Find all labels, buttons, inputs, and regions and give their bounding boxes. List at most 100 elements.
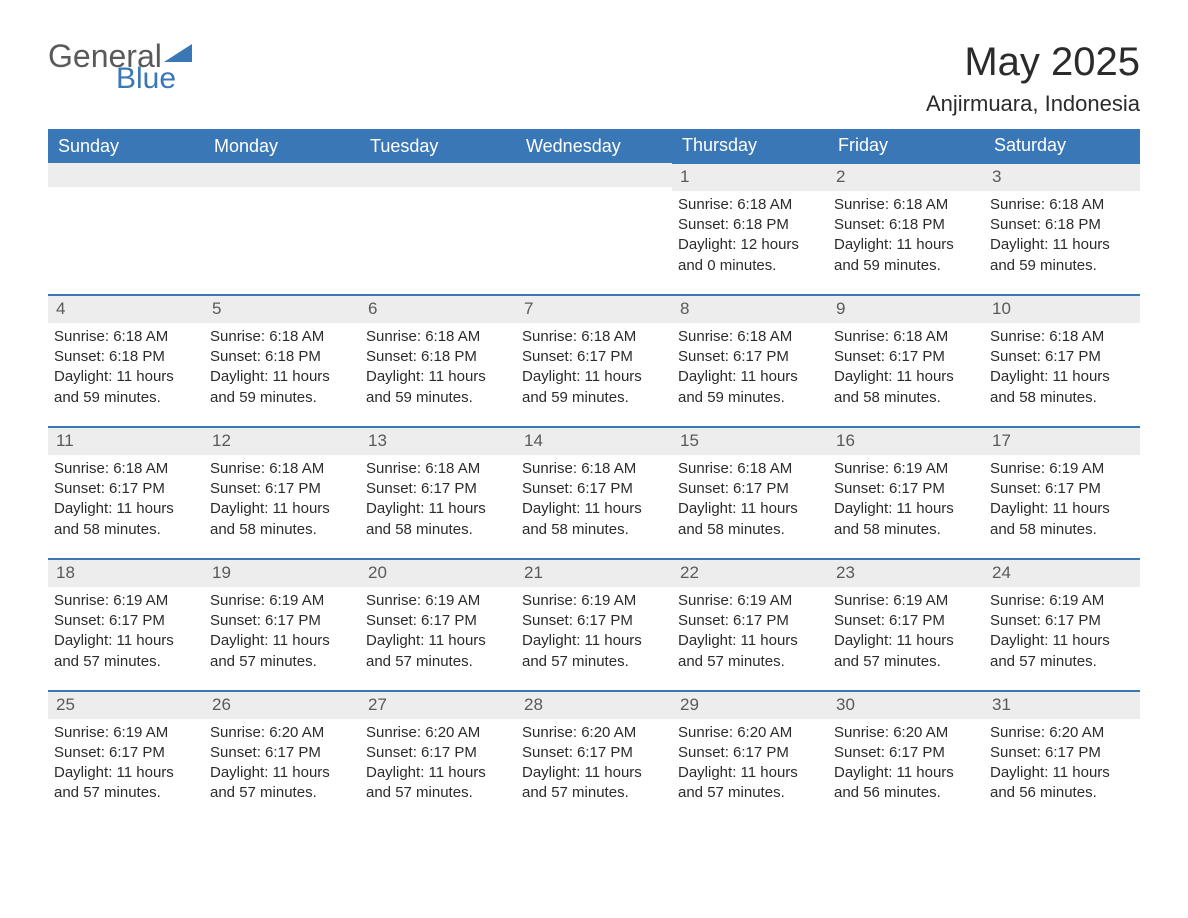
sunset-label: Sunset: <box>834 348 889 365</box>
daylight-label: Daylight: <box>54 500 117 517</box>
sunrise-line: Sunrise: 6:18 AM <box>366 459 510 479</box>
day-content: Sunrise: 6:18 AMSunset: 6:17 PMDaylight:… <box>672 455 828 558</box>
calendar-cell: 15Sunrise: 6:18 AMSunset: 6:17 PMDayligh… <box>672 427 828 559</box>
day-content: Sunrise: 6:18 AMSunset: 6:17 PMDaylight:… <box>360 455 516 558</box>
daylight-label: Daylight: <box>54 764 117 781</box>
sunset-label: Sunset: <box>522 612 577 629</box>
sunset-line: Sunset: 6:17 PM <box>834 743 978 763</box>
sunrise-value: 6:18 AM <box>737 460 792 477</box>
calendar-cell: 28Sunrise: 6:20 AMSunset: 6:17 PMDayligh… <box>516 691 672 822</box>
day-content: Sunrise: 6:19 AMSunset: 6:17 PMDaylight:… <box>984 587 1140 690</box>
day-content: Sunrise: 6:19 AMSunset: 6:17 PMDaylight:… <box>828 587 984 690</box>
sunset-value: 6:17 PM <box>421 744 477 761</box>
sunrise-value: 6:18 AM <box>581 328 636 345</box>
weekday-header: Monday <box>204 129 360 163</box>
sunset-value: 6:17 PM <box>109 612 165 629</box>
calendar-week: 18Sunrise: 6:19 AMSunset: 6:17 PMDayligh… <box>48 559 1140 691</box>
day-content: Sunrise: 6:20 AMSunset: 6:17 PMDaylight:… <box>672 719 828 822</box>
daylight-line: Daylight: 11 hours and 57 minutes. <box>522 763 666 804</box>
sunset-label: Sunset: <box>522 348 577 365</box>
calendar-cell: 23Sunrise: 6:19 AMSunset: 6:17 PMDayligh… <box>828 559 984 691</box>
calendar-cell: 2Sunrise: 6:18 AMSunset: 6:18 PMDaylight… <box>828 163 984 295</box>
sunrise-value: 6:19 AM <box>893 592 948 609</box>
sunrise-label: Sunrise: <box>210 724 269 741</box>
day-number: 18 <box>48 560 204 587</box>
location: Anjirmuara, Indonesia <box>926 91 1140 117</box>
daylight-label: Daylight: <box>990 764 1053 781</box>
day-content: Sunrise: 6:19 AMSunset: 6:17 PMDaylight:… <box>204 587 360 690</box>
sunrise-label: Sunrise: <box>522 592 581 609</box>
sunrise-line: Sunrise: 6:18 AM <box>990 327 1134 347</box>
sunrise-value: 6:18 AM <box>1049 196 1104 213</box>
sunset-label: Sunset: <box>366 744 421 761</box>
sunset-value: 6:17 PM <box>1045 744 1101 761</box>
day-content: Sunrise: 6:20 AMSunset: 6:17 PMDaylight:… <box>360 719 516 822</box>
sunset-line: Sunset: 6:17 PM <box>834 479 978 499</box>
daylight-line: Daylight: 11 hours and 59 minutes. <box>366 367 510 408</box>
sunset-value: 6:17 PM <box>577 348 633 365</box>
sunrise-label: Sunrise: <box>366 592 425 609</box>
sunrise-value: 6:18 AM <box>893 328 948 345</box>
sunset-line: Sunset: 6:17 PM <box>366 743 510 763</box>
day-content: Sunrise: 6:18 AMSunset: 6:17 PMDaylight:… <box>48 455 204 558</box>
sunrise-label: Sunrise: <box>834 724 893 741</box>
sunrise-line: Sunrise: 6:18 AM <box>366 327 510 347</box>
sunset-value: 6:17 PM <box>733 480 789 497</box>
sunset-line: Sunset: 6:17 PM <box>54 479 198 499</box>
day-content: Sunrise: 6:20 AMSunset: 6:17 PMDaylight:… <box>516 719 672 822</box>
day-content: Sunrise: 6:18 AMSunset: 6:18 PMDaylight:… <box>672 191 828 294</box>
sunrise-line: Sunrise: 6:20 AM <box>522 723 666 743</box>
sunset-label: Sunset: <box>54 348 109 365</box>
daylight-label: Daylight: <box>678 236 741 253</box>
calendar-cell: 3Sunrise: 6:18 AMSunset: 6:18 PMDaylight… <box>984 163 1140 295</box>
sunset-line: Sunset: 6:18 PM <box>54 347 198 367</box>
sunset-line: Sunset: 6:17 PM <box>366 479 510 499</box>
sunset-label: Sunset: <box>210 348 265 365</box>
sunrise-value: 6:19 AM <box>1049 460 1104 477</box>
sunrise-line: Sunrise: 6:19 AM <box>522 591 666 611</box>
day-number: 9 <box>828 296 984 323</box>
sunset-line: Sunset: 6:18 PM <box>990 215 1134 235</box>
calendar-cell: 26Sunrise: 6:20 AMSunset: 6:17 PMDayligh… <box>204 691 360 822</box>
sunset-value: 6:18 PM <box>109 348 165 365</box>
daylight-label: Daylight: <box>210 368 273 385</box>
sunrise-label: Sunrise: <box>366 724 425 741</box>
sunrise-label: Sunrise: <box>834 592 893 609</box>
sunset-line: Sunset: 6:17 PM <box>990 347 1134 367</box>
calendar-cell <box>48 163 204 295</box>
sunrise-label: Sunrise: <box>834 196 893 213</box>
sunrise-value: 6:18 AM <box>113 460 168 477</box>
day-number-empty <box>516 163 672 187</box>
daylight-line: Daylight: 11 hours and 58 minutes. <box>834 499 978 540</box>
sunset-value: 6:18 PM <box>265 348 321 365</box>
calendar-cell: 9Sunrise: 6:18 AMSunset: 6:17 PMDaylight… <box>828 295 984 427</box>
sunrise-line: Sunrise: 6:18 AM <box>210 459 354 479</box>
sunset-line: Sunset: 6:17 PM <box>54 611 198 631</box>
day-content: Sunrise: 6:18 AMSunset: 6:17 PMDaylight:… <box>984 323 1140 426</box>
daylight-line: Daylight: 11 hours and 57 minutes. <box>678 763 822 804</box>
day-number: 12 <box>204 428 360 455</box>
daylight-label: Daylight: <box>990 236 1053 253</box>
sunset-label: Sunset: <box>990 612 1045 629</box>
calendar-cell: 1Sunrise: 6:18 AMSunset: 6:18 PMDaylight… <box>672 163 828 295</box>
daylight-label: Daylight: <box>678 764 741 781</box>
daylight-label: Daylight: <box>678 500 741 517</box>
calendar-cell: 4Sunrise: 6:18 AMSunset: 6:18 PMDaylight… <box>48 295 204 427</box>
sunrise-line: Sunrise: 6:18 AM <box>522 459 666 479</box>
day-content: Sunrise: 6:18 AMSunset: 6:17 PMDaylight:… <box>204 455 360 558</box>
daylight-label: Daylight: <box>522 368 585 385</box>
daylight-label: Daylight: <box>990 368 1053 385</box>
sunrise-label: Sunrise: <box>522 460 581 477</box>
day-content: Sunrise: 6:19 AMSunset: 6:17 PMDaylight:… <box>48 587 204 690</box>
sunset-value: 6:17 PM <box>733 348 789 365</box>
day-content: Sunrise: 6:18 AMSunset: 6:17 PMDaylight:… <box>516 455 672 558</box>
sunrise-line: Sunrise: 6:20 AM <box>678 723 822 743</box>
sunrise-line: Sunrise: 6:19 AM <box>834 591 978 611</box>
sunset-label: Sunset: <box>678 744 733 761</box>
calendar-cell: 29Sunrise: 6:20 AMSunset: 6:17 PMDayligh… <box>672 691 828 822</box>
sunrise-line: Sunrise: 6:19 AM <box>54 723 198 743</box>
day-number: 23 <box>828 560 984 587</box>
sunrise-label: Sunrise: <box>366 460 425 477</box>
sunrise-value: 6:18 AM <box>737 196 792 213</box>
day-number: 16 <box>828 428 984 455</box>
